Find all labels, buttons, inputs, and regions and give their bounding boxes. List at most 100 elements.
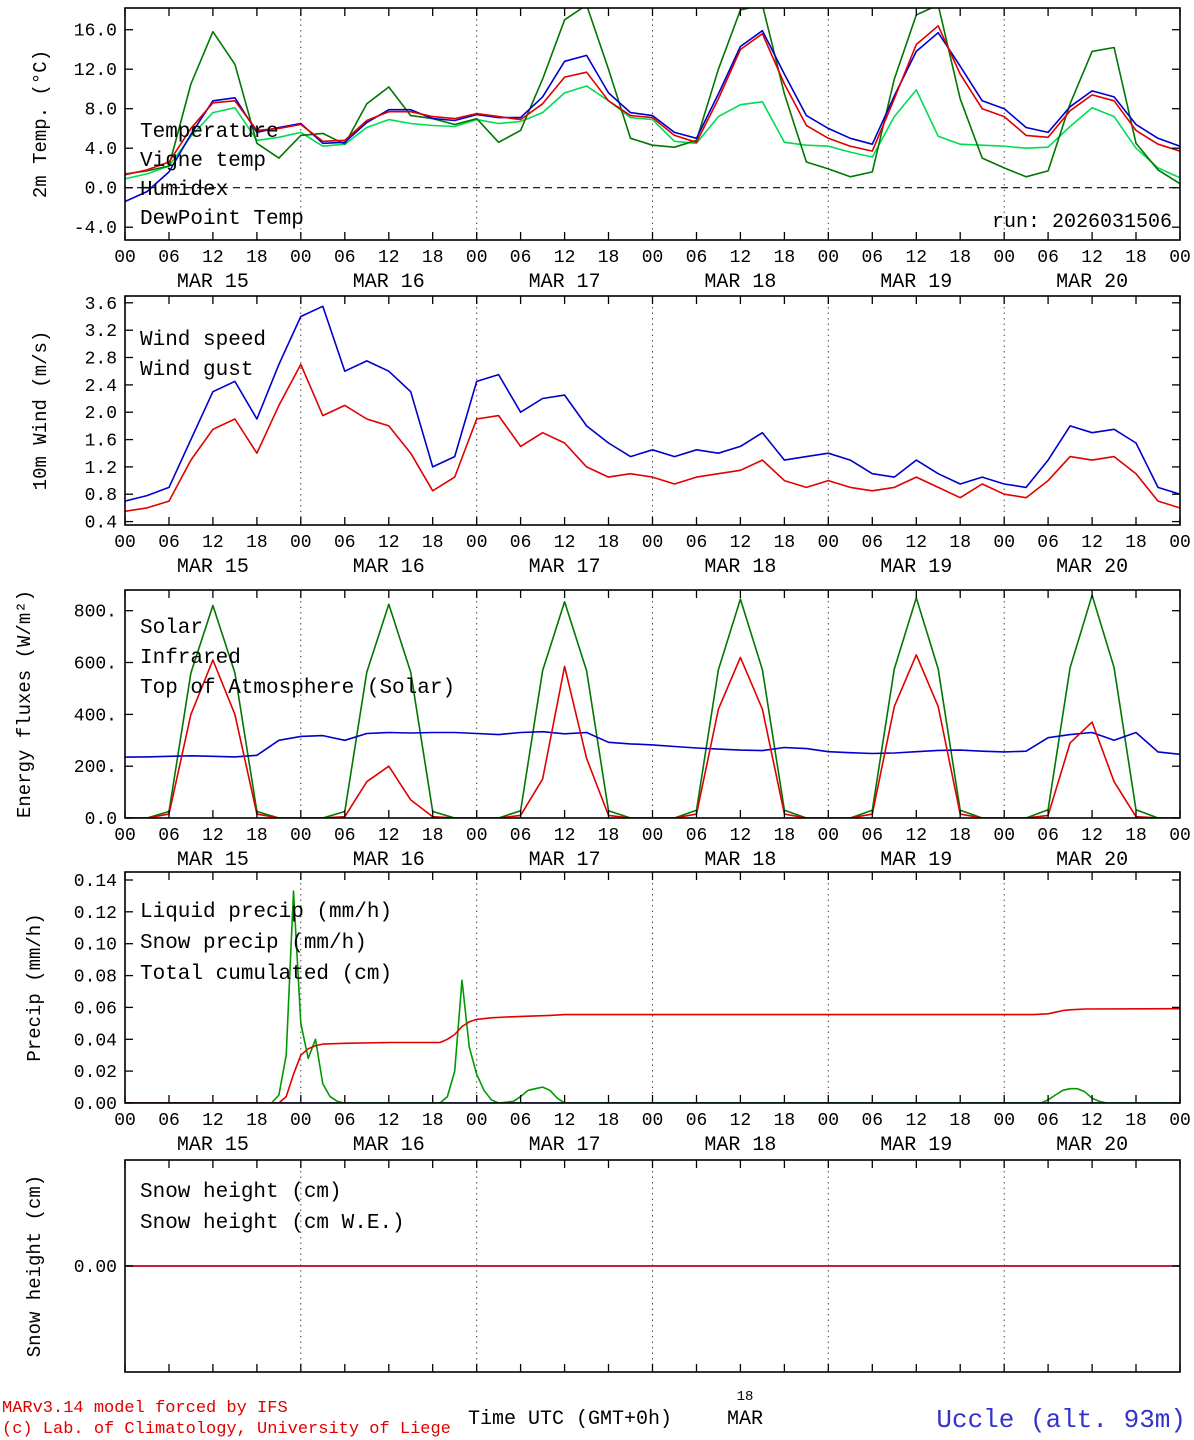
legend-wind-speed: Wind speed (140, 329, 266, 352)
hour-label: 12 (378, 248, 400, 268)
legend-snow-precip-mm-h: Snow precip (mm/h) (140, 932, 367, 955)
hour-label: 12 (730, 533, 752, 553)
hour-label: 06 (334, 826, 356, 846)
panel-wind: 00 06 12 18 00 06 12 18 00 06 12 18 00 06 12 18 00 06 12 18… (30, 295, 1191, 579)
legend-humidex: Humidex (140, 179, 228, 202)
hour-label: 12 (202, 1111, 224, 1131)
hour-label: 18 (422, 248, 444, 268)
hour-label: 06 (1037, 1111, 1059, 1131)
station-label: Uccle (alt. 93m) (936, 1405, 1186, 1435)
hour-label: 12 (202, 533, 224, 553)
hour-label: 00 (642, 1111, 664, 1131)
hour-label: 00 (993, 826, 1015, 846)
x-axis-day-number: 18 (737, 1389, 754, 1405)
hour-label: 00 (993, 533, 1015, 553)
y-tick-label: 200. (74, 758, 117, 778)
hour-label: 00 (114, 248, 136, 268)
y-tick-label: 8.0 (85, 101, 117, 121)
y-axis-title: 2m Temp. (°C) (30, 50, 52, 198)
day-label: MAR 20 (1056, 556, 1128, 579)
hour-label: 18 (1125, 1111, 1147, 1131)
hour-label: 06 (861, 533, 883, 553)
day-label: MAR 16 (353, 1134, 425, 1157)
y-tick-label: 0.04 (74, 1031, 117, 1051)
hour-label: 06 (861, 248, 883, 268)
day-label: MAR 15 (177, 556, 249, 579)
hour-label: 00 (290, 1111, 312, 1131)
series-group (125, 890, 1180, 1103)
hour-label: 18 (774, 533, 796, 553)
y-axis-title: Precip (mm/h) (24, 913, 46, 1061)
day-label: MAR 18 (704, 556, 776, 579)
hour-label: 00 (1169, 826, 1191, 846)
hour-label: 18 (949, 248, 971, 268)
y-tick-label: 0.4 (85, 514, 117, 534)
hour-label: 12 (554, 1111, 576, 1131)
hour-label: 06 (158, 533, 180, 553)
y-tick-label: 3.6 (85, 295, 117, 315)
hour-label: 06 (510, 1111, 532, 1131)
day-label: MAR 19 (880, 556, 952, 579)
hour-label: 12 (554, 826, 576, 846)
y-tick-label: 0.8 (85, 486, 117, 506)
hour-label: 18 (422, 1111, 444, 1131)
hour-label: 06 (334, 533, 356, 553)
hour-label: 00 (993, 1111, 1015, 1131)
legend-snow-height-cm-w-e: Snow height (cm W.E.) (140, 1212, 405, 1235)
panel-precip: 00 06 12 18 00 06 12 18 00 06 12 18 00 06 12 18 00 06 12 18… (24, 871, 1191, 1157)
y-tick-label: 4.0 (85, 140, 117, 160)
day-label: MAR 15 (177, 849, 249, 872)
panel-temperature: 00 06 12 18 00 06 12 18 00 06 12 18 00 06 12 18 00 06 12 18… (30, 7, 1191, 294)
hour-label: 00 (114, 1111, 136, 1131)
day-label: MAR 19 (880, 271, 952, 294)
hour-label: 18 (246, 1111, 268, 1131)
hour-label: 12 (905, 248, 927, 268)
hour-label: 18 (949, 533, 971, 553)
hour-label: 18 (246, 248, 268, 268)
legend-snow-height-cm: Snow height (cm) (140, 1181, 342, 1204)
hour-label: 12 (905, 1111, 927, 1131)
hour-label: 06 (510, 533, 532, 553)
panel-snow: 0.00 Snow height (cm) Snow height (cm) Snow… (24, 1159, 1181, 1373)
y-axis-title: Snow height (cm) (24, 1175, 46, 1357)
hour-label: 12 (1081, 826, 1103, 846)
y-tick-label: -4.0 (74, 219, 117, 239)
series-group (125, 594, 1180, 818)
legend-wind-gust: Wind gust (140, 359, 253, 382)
hour-label: 06 (510, 826, 532, 846)
y-tick-label: 0.02 (74, 1063, 117, 1083)
hour-label: 18 (1125, 826, 1147, 846)
series-wind-gust (125, 305, 1180, 502)
legend-dewpoint-temp: DewPoint Temp (140, 208, 304, 231)
hour-label: 00 (290, 533, 312, 553)
y-axis-title: 10m Wind (m/s) (30, 331, 52, 491)
y-tick-label: 12.0 (74, 61, 117, 81)
hour-label: 18 (422, 533, 444, 553)
hour-label: 12 (730, 248, 752, 268)
day-label: MAR 19 (880, 849, 952, 872)
day-label: MAR 17 (529, 849, 601, 872)
hour-label: 18 (246, 826, 268, 846)
day-label: MAR 20 (1056, 1134, 1128, 1157)
hour-label: 06 (861, 826, 883, 846)
hour-label: 12 (905, 826, 927, 846)
hour-label: 06 (686, 1111, 708, 1131)
day-label: MAR 19 (880, 1134, 952, 1157)
hour-label: 12 (202, 248, 224, 268)
day-label: MAR 18 (704, 1134, 776, 1157)
y-tick-label: 2.8 (85, 350, 117, 370)
hour-label: 06 (1037, 248, 1059, 268)
hour-label: 12 (554, 533, 576, 553)
hour-label: 00 (114, 533, 136, 553)
day-label: MAR 15 (177, 271, 249, 294)
day-label: MAR 17 (529, 271, 601, 294)
panels-group: 00 06 12 18 00 06 12 18 00 06 12 18 00 06 12 18 00 06 12 18… (14, 7, 1191, 1373)
legend-vigne-temp: Vigne temp (140, 150, 266, 173)
y-tick-label: 2.0 (85, 404, 117, 424)
y-tick-label: 1.2 (85, 459, 117, 479)
hour-label: 00 (466, 826, 488, 846)
hour-label: 00 (114, 826, 136, 846)
x-axis-title: Time UTC (GMT+0h) (468, 1408, 672, 1431)
hour-label: 12 (554, 248, 576, 268)
y-tick-label: 0.10 (74, 936, 117, 956)
